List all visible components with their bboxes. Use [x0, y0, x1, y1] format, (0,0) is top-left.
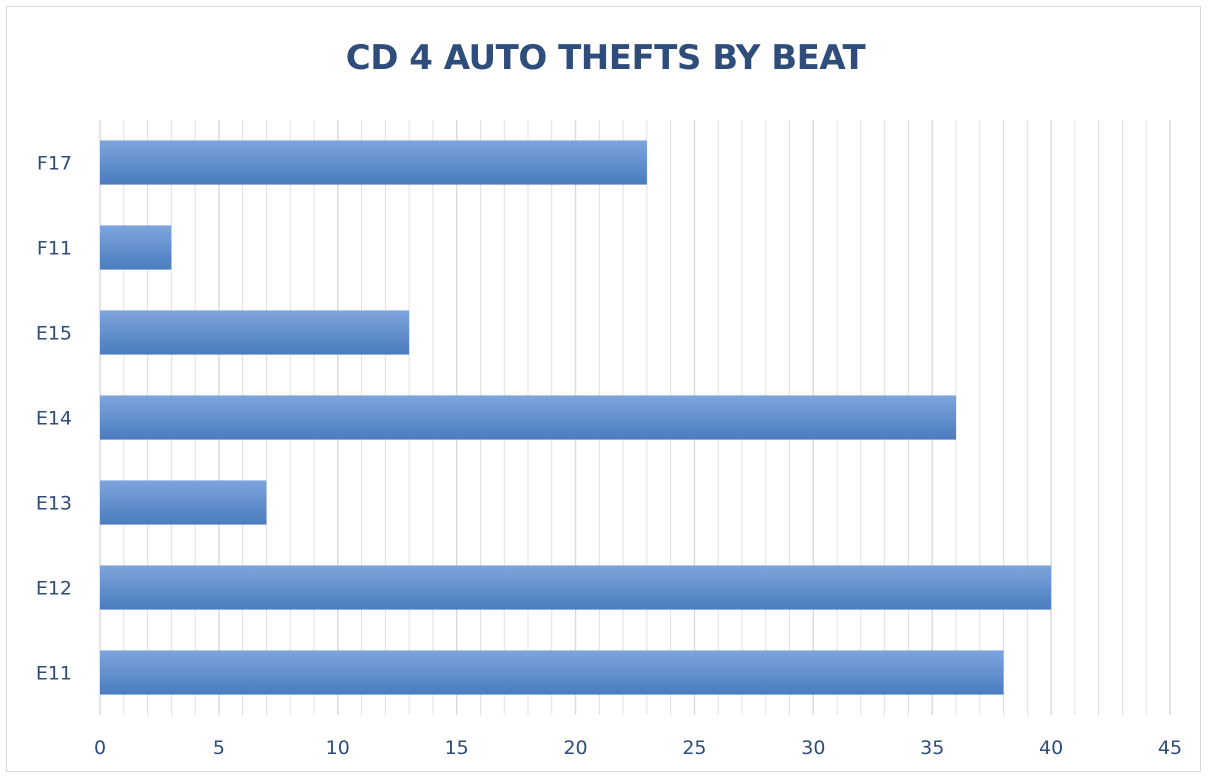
category-label-f17: F17: [37, 153, 72, 175]
category-label-e12: E12: [36, 578, 72, 600]
bar-e12: [100, 565, 1052, 610]
bars: [100, 140, 1052, 695]
x-tick-label: 40: [1039, 737, 1063, 759]
chart-frame: [6, 6, 1201, 772]
category-labels: E11 E12 E13 E14 E15 F11 F17: [36, 153, 72, 685]
chart-title: CD 4 AUTO THEFTS BY BEAT: [345, 38, 866, 78]
x-axis-tick-labels: 0 5 10 15 20 25 30 35 40 45: [94, 737, 1182, 759]
bar-e15: [100, 310, 410, 355]
bar-e14: [100, 395, 956, 440]
x-tick-label: 45: [1158, 737, 1182, 759]
category-label-e14: E14: [36, 408, 72, 430]
x-tick-label: 10: [326, 737, 350, 759]
category-label-e13: E13: [36, 493, 72, 515]
x-tick-label: 0: [94, 737, 106, 759]
x-tick-label: 15: [445, 737, 469, 759]
x-tick-label: 30: [801, 737, 825, 759]
x-tick-label: 35: [920, 737, 944, 759]
category-label-e15: E15: [36, 323, 72, 345]
bar-f17: [100, 140, 647, 185]
bar-e13: [100, 480, 267, 525]
category-label-e11: E11: [36, 663, 72, 685]
bar-f11: [100, 225, 172, 270]
category-label-f11: F11: [37, 238, 72, 260]
x-tick-label: 5: [213, 737, 225, 759]
x-tick-label: 25: [682, 737, 706, 759]
bar-e11: [100, 650, 1004, 695]
x-tick-label: 20: [563, 737, 587, 759]
